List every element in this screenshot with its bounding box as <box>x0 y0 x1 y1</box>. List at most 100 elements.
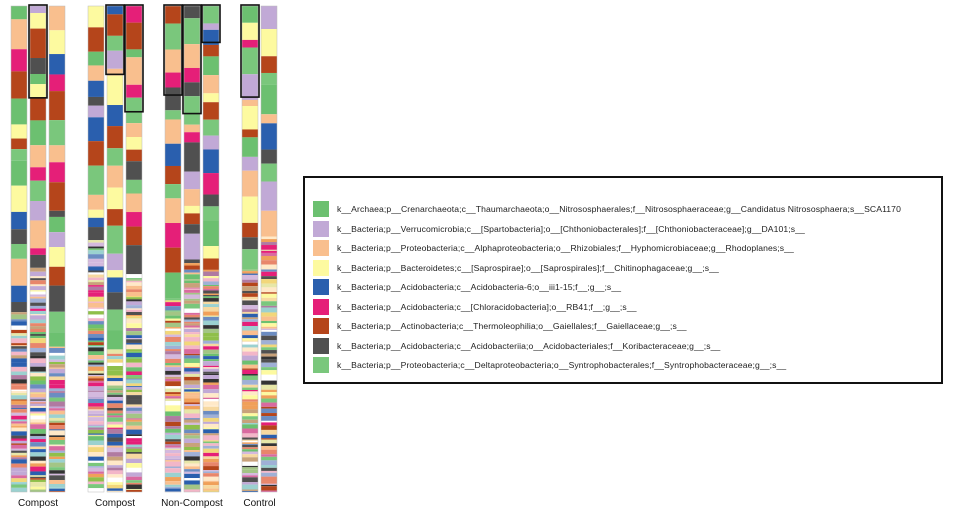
bar-outline <box>183 5 201 493</box>
minor-taxon-segment <box>242 360 258 365</box>
taxon-segment <box>30 220 46 249</box>
bar-outline <box>106 5 124 493</box>
minor-taxon-segment <box>88 345 104 347</box>
minor-taxon-segment <box>203 458 219 463</box>
legend: k__Archaea;p__Crenarchaeota;c__Thaumarch… <box>303 176 943 384</box>
minor-taxon-segment <box>126 342 142 345</box>
minor-taxon-segment <box>261 347 277 351</box>
taxon-segment <box>261 56 277 73</box>
minor-taxon-segment <box>203 485 219 489</box>
minor-taxon-segment <box>88 311 104 315</box>
bar-outline <box>10 5 28 493</box>
taxon-segment <box>165 72 181 88</box>
minor-taxon-segment <box>203 368 219 372</box>
minor-taxon-segment <box>184 328 200 333</box>
taxon-segment <box>107 225 123 254</box>
minor-taxon-segment <box>242 319 258 322</box>
minor-taxon-segment <box>107 353 123 357</box>
legend-swatch <box>313 318 329 334</box>
minor-taxon-segment <box>261 470 277 473</box>
minor-taxon-segment <box>88 242 104 247</box>
taxon-segment <box>242 74 258 100</box>
minor-taxon-segment <box>203 423 219 428</box>
minor-taxon-segment <box>88 436 104 441</box>
minor-taxon-segment <box>126 328 142 332</box>
minor-taxon-segment <box>126 476 142 481</box>
minor-taxon-segment <box>203 410 219 415</box>
minor-taxon-segment <box>49 417 65 421</box>
taxon-segment <box>88 165 104 195</box>
legend-label: k__Bacteria;p__Proteobacteria;c__Alphapr… <box>337 243 794 253</box>
minor-taxon-segment <box>126 387 142 390</box>
taxon-segment <box>30 97 46 121</box>
minor-taxon-segment <box>30 418 46 420</box>
minor-taxon-segment <box>165 441 181 445</box>
minor-taxon-segment <box>11 408 27 410</box>
taxon-segment <box>11 229 27 244</box>
minor-taxon-segment <box>30 388 46 393</box>
minor-taxon-segment <box>261 292 277 294</box>
minor-taxon-segment <box>184 376 200 381</box>
taxon-segment <box>242 22 258 40</box>
minor-taxon-segment <box>242 433 258 438</box>
minor-taxon-segment <box>242 313 258 318</box>
minor-taxon-segment <box>184 280 200 284</box>
taxon-segment <box>88 65 104 81</box>
minor-taxon-segment <box>261 377 277 381</box>
minor-taxon-segment <box>11 393 27 396</box>
minor-taxon-segment <box>126 331 142 336</box>
minor-taxon-segment <box>11 379 27 384</box>
minor-taxon-segment <box>242 340 258 342</box>
minor-taxon-segment <box>107 460 123 466</box>
minor-taxon-segment <box>49 373 65 377</box>
minor-taxon-segment <box>184 327 200 329</box>
minor-taxon-segment <box>49 384 65 389</box>
minor-taxon-segment <box>126 371 142 376</box>
minor-taxon-segment <box>88 415 104 418</box>
minor-taxon-segment <box>203 284 219 287</box>
minor-taxon-segment <box>30 478 46 480</box>
highlight-box <box>240 4 260 98</box>
minor-taxon-segment <box>242 309 258 312</box>
taxon-segment <box>49 232 65 248</box>
minor-taxon-segment <box>11 482 27 485</box>
minor-taxon-segment <box>107 397 123 401</box>
legend-label: k__Bacteria;p__Bacteroidetes;c__[Saprosp… <box>337 262 719 273</box>
minor-taxon-segment <box>11 319 27 322</box>
minor-taxon-segment <box>126 467 142 473</box>
minor-taxon-segment <box>184 349 200 354</box>
minor-taxon-segment <box>184 398 200 403</box>
minor-taxon-segment <box>261 398 277 403</box>
taxon-segment <box>184 205 200 214</box>
minor-taxon-segment <box>126 339 142 343</box>
minor-taxon-segment <box>242 279 258 283</box>
taxon-segment <box>30 201 46 221</box>
taxon-segment <box>107 253 123 271</box>
taxon-segment <box>49 30 65 55</box>
minor-taxon-segment <box>30 358 46 364</box>
minor-taxon-segment <box>261 416 277 421</box>
taxon-segment <box>126 97 142 124</box>
minor-taxon-segment <box>11 484 27 488</box>
minor-taxon-segment <box>165 455 181 459</box>
minor-taxon-segment <box>88 290 104 293</box>
minor-taxon-segment <box>165 349 181 352</box>
minor-taxon-segment <box>107 415 123 418</box>
minor-taxon-segment <box>203 399 219 402</box>
minor-taxon-segment <box>107 365 123 371</box>
minor-taxon-segment <box>126 338 142 340</box>
minor-taxon-segment <box>30 286 46 291</box>
minor-taxon-segment <box>126 463 142 468</box>
bar-outline <box>48 5 66 493</box>
minor-taxon-segment <box>203 482 219 486</box>
minor-taxon-segment <box>88 447 104 452</box>
minor-taxon-segment <box>242 419 258 424</box>
minor-taxon-segment <box>49 364 65 368</box>
minor-taxon-segment <box>261 443 277 447</box>
minor-taxon-segment <box>30 433 46 437</box>
minor-taxon-segment <box>184 332 200 335</box>
legend-label: k__Archaea;p__Crenarchaeota;c__Thaumarch… <box>337 204 901 214</box>
minor-taxon-segment <box>11 399 27 401</box>
minor-taxon-segment <box>49 487 65 489</box>
